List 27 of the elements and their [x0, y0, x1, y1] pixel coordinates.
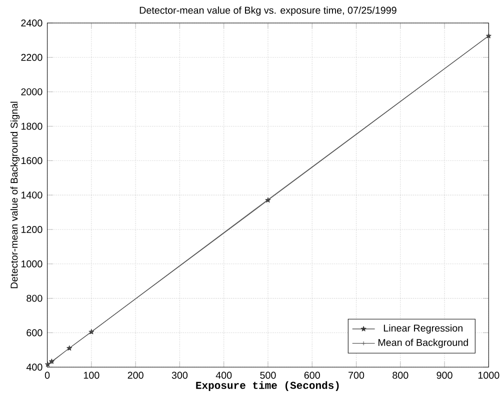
x-tick-label: 0: [44, 372, 50, 379]
y-tick-label: 2400: [21, 19, 42, 26]
y-tick-label: 2200: [21, 54, 42, 61]
y-tick-label: 600: [26, 329, 42, 336]
y-tick-label: 1800: [21, 122, 42, 130]
x-tick-label: 900: [436, 372, 452, 379]
y-tick-label: 1000: [21, 260, 42, 268]
x-tick-label: 300: [172, 372, 188, 379]
legend-label: Mean of Background: [378, 338, 468, 348]
y-tick-label: 2000: [21, 88, 42, 96]
legend-label: Linear Regression: [384, 324, 462, 334]
y-axis-title: Detector-mean value of Background Signal: [10, 102, 20, 288]
y-tick-label: 1400: [21, 192, 42, 199]
chart-title: Detector-mean value of Bkg vs. exposure time, 07/25/1999: [140, 6, 396, 16]
x-tick-label: 600: [304, 372, 320, 379]
x-axis-title: Exposure time (Seconds): [196, 381, 339, 392]
x-tick-label: 800: [392, 372, 408, 379]
y-tick-label: 400: [26, 364, 42, 371]
x-tick-label: 500: [260, 372, 276, 379]
x-tick-label: 200: [128, 372, 144, 379]
x-tick-label: 100: [84, 372, 100, 379]
x-tick-label: 1000: [478, 372, 500, 379]
x-tick-label: 700: [348, 372, 364, 379]
y-tick-label: 1200: [21, 226, 42, 233]
y-tick-label: 800: [26, 294, 42, 302]
y-tick-label: 1600: [21, 157, 42, 164]
x-tick-label: 400: [216, 372, 232, 379]
